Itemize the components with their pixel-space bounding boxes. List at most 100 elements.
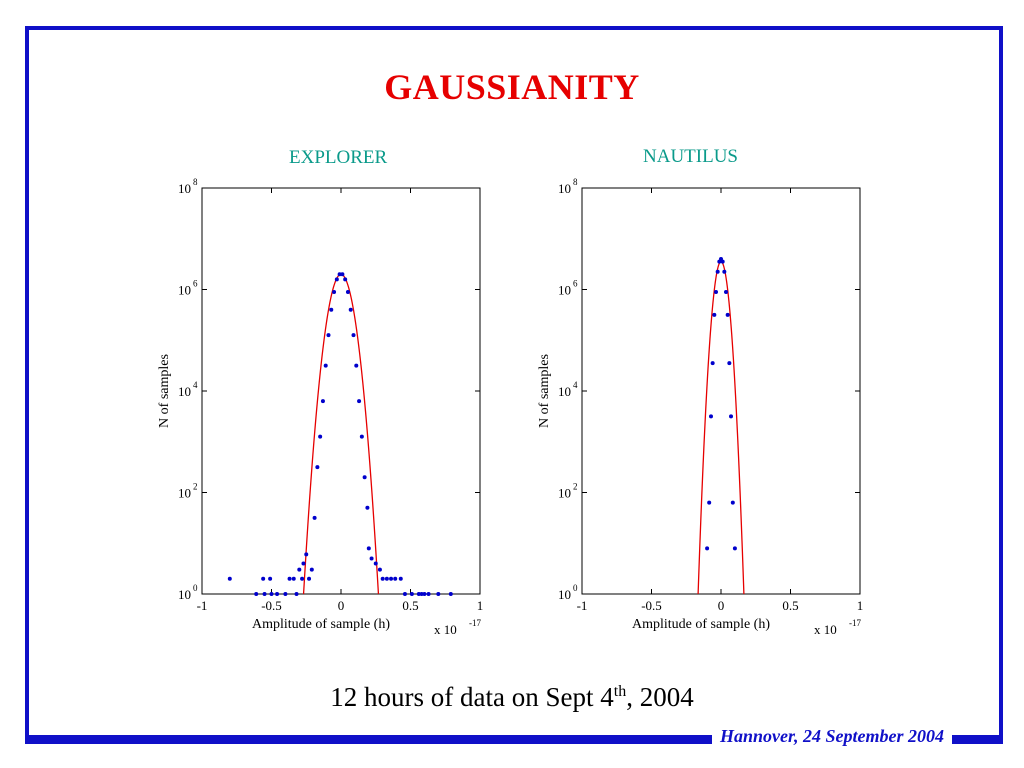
data-point	[389, 576, 394, 581]
data-point	[337, 272, 342, 277]
y-tick-label: 10	[558, 181, 571, 196]
x-tick-label: -0.5	[641, 598, 662, 613]
data-point	[416, 592, 421, 596]
data-point	[715, 269, 720, 274]
caption-tail: , 2004	[626, 682, 694, 712]
data-point	[422, 592, 427, 596]
data-point	[262, 592, 267, 596]
data-point	[409, 592, 414, 596]
data-point	[357, 399, 362, 404]
data-point	[329, 307, 334, 312]
x-axis-multiplier-exponent: -17	[849, 618, 861, 628]
x-tick-label: 1	[857, 598, 864, 613]
data-point	[300, 576, 305, 581]
y-tick-label: 10	[178, 283, 191, 298]
y-tick-label: 10	[558, 384, 571, 399]
y-tick-label: 10	[178, 181, 191, 196]
data-point	[436, 592, 441, 596]
slide-title: GAUSSIANITY	[384, 67, 640, 107]
data-point	[705, 546, 710, 551]
data-point	[307, 576, 312, 581]
x-axis-multiplier: x 10	[434, 622, 457, 637]
data-point	[301, 561, 306, 566]
x-tick-label: -1	[197, 598, 208, 613]
caption-superscript: th	[613, 683, 627, 700]
x-axis-label: Amplitude of sample (h)	[632, 617, 770, 632]
y-tick-label-exponent: 8	[193, 177, 198, 187]
x-tick-label: -0.5	[261, 598, 282, 613]
data-point	[730, 500, 735, 505]
data-point	[426, 592, 431, 596]
y-tick-label-exponent: 0	[573, 583, 578, 593]
data-point	[312, 515, 317, 520]
data-point	[268, 576, 273, 581]
data-point	[326, 333, 331, 338]
data-point	[275, 592, 280, 596]
data-point	[318, 434, 323, 439]
data-point	[365, 505, 370, 510]
footer-label: Hannover, 24 September 2004	[712, 726, 952, 747]
data-point	[384, 576, 389, 581]
data-point	[713, 290, 718, 295]
x-tick-label: 0.5	[782, 598, 798, 613]
data-point	[254, 592, 259, 596]
y-axis-label: N of samples	[537, 354, 552, 428]
y-axis-label: N of samples	[157, 354, 172, 428]
slide-frame	[25, 26, 1003, 739]
data-point	[369, 556, 374, 561]
y-tick-label: 10	[558, 486, 571, 501]
x-axis-multiplier-exponent: -17	[469, 618, 481, 628]
data-point	[261, 576, 266, 581]
y-tick-label-exponent: 2	[193, 482, 198, 492]
y-tick-label: 10	[558, 283, 571, 298]
data-point	[323, 363, 328, 368]
plot-area-box	[201, 187, 481, 595]
data-point	[724, 290, 729, 295]
data-point	[708, 414, 713, 419]
explorer-chart-title: EXPLORER	[289, 147, 388, 168]
data-point	[343, 277, 348, 282]
data-point	[309, 567, 314, 572]
data-point	[297, 567, 302, 572]
plot-area-box	[581, 187, 861, 595]
caption-text: 12 hours of data on Sept 4	[330, 682, 614, 712]
x-tick-label: 0	[338, 598, 345, 613]
y-tick-label-exponent: 6	[193, 279, 198, 289]
data-point	[707, 500, 712, 505]
y-tick-label-exponent: 2	[573, 482, 578, 492]
data-point	[722, 269, 727, 274]
data-point	[351, 333, 356, 338]
y-tick-label: 10	[178, 587, 191, 602]
data-point	[340, 272, 345, 277]
nautilus-chart-title: NAUTILUS	[643, 146, 738, 167]
x-tick-label: -1	[577, 598, 588, 613]
data-point	[710, 361, 715, 366]
data-point	[720, 259, 725, 264]
data-point	[283, 592, 288, 596]
x-tick-label: 0.5	[402, 598, 418, 613]
data-point	[359, 434, 364, 439]
data-point	[377, 567, 382, 572]
y-tick-label-exponent: 6	[573, 279, 578, 289]
slide-caption: 12 hours of data on Sept 4th, 2004	[0, 682, 1024, 713]
x-tick-label: 0	[718, 598, 725, 613]
data-point	[354, 363, 359, 368]
data-point	[304, 552, 309, 557]
data-point	[393, 576, 398, 581]
data-point	[294, 592, 299, 596]
x-axis-label: Amplitude of sample (h)	[252, 617, 390, 632]
data-point	[348, 307, 353, 312]
y-tick-label-exponent: 4	[193, 380, 198, 390]
data-point	[727, 361, 732, 366]
data-point	[345, 290, 350, 295]
y-tick-label: 10	[178, 486, 191, 501]
x-tick-label: 1	[477, 598, 484, 613]
data-point	[725, 312, 730, 317]
data-point	[315, 465, 320, 470]
data-point	[366, 546, 371, 551]
gaussian-fit-line	[302, 273, 380, 595]
data-point	[448, 592, 453, 596]
data-point	[419, 592, 424, 596]
y-tick-label-exponent: 8	[573, 177, 578, 187]
